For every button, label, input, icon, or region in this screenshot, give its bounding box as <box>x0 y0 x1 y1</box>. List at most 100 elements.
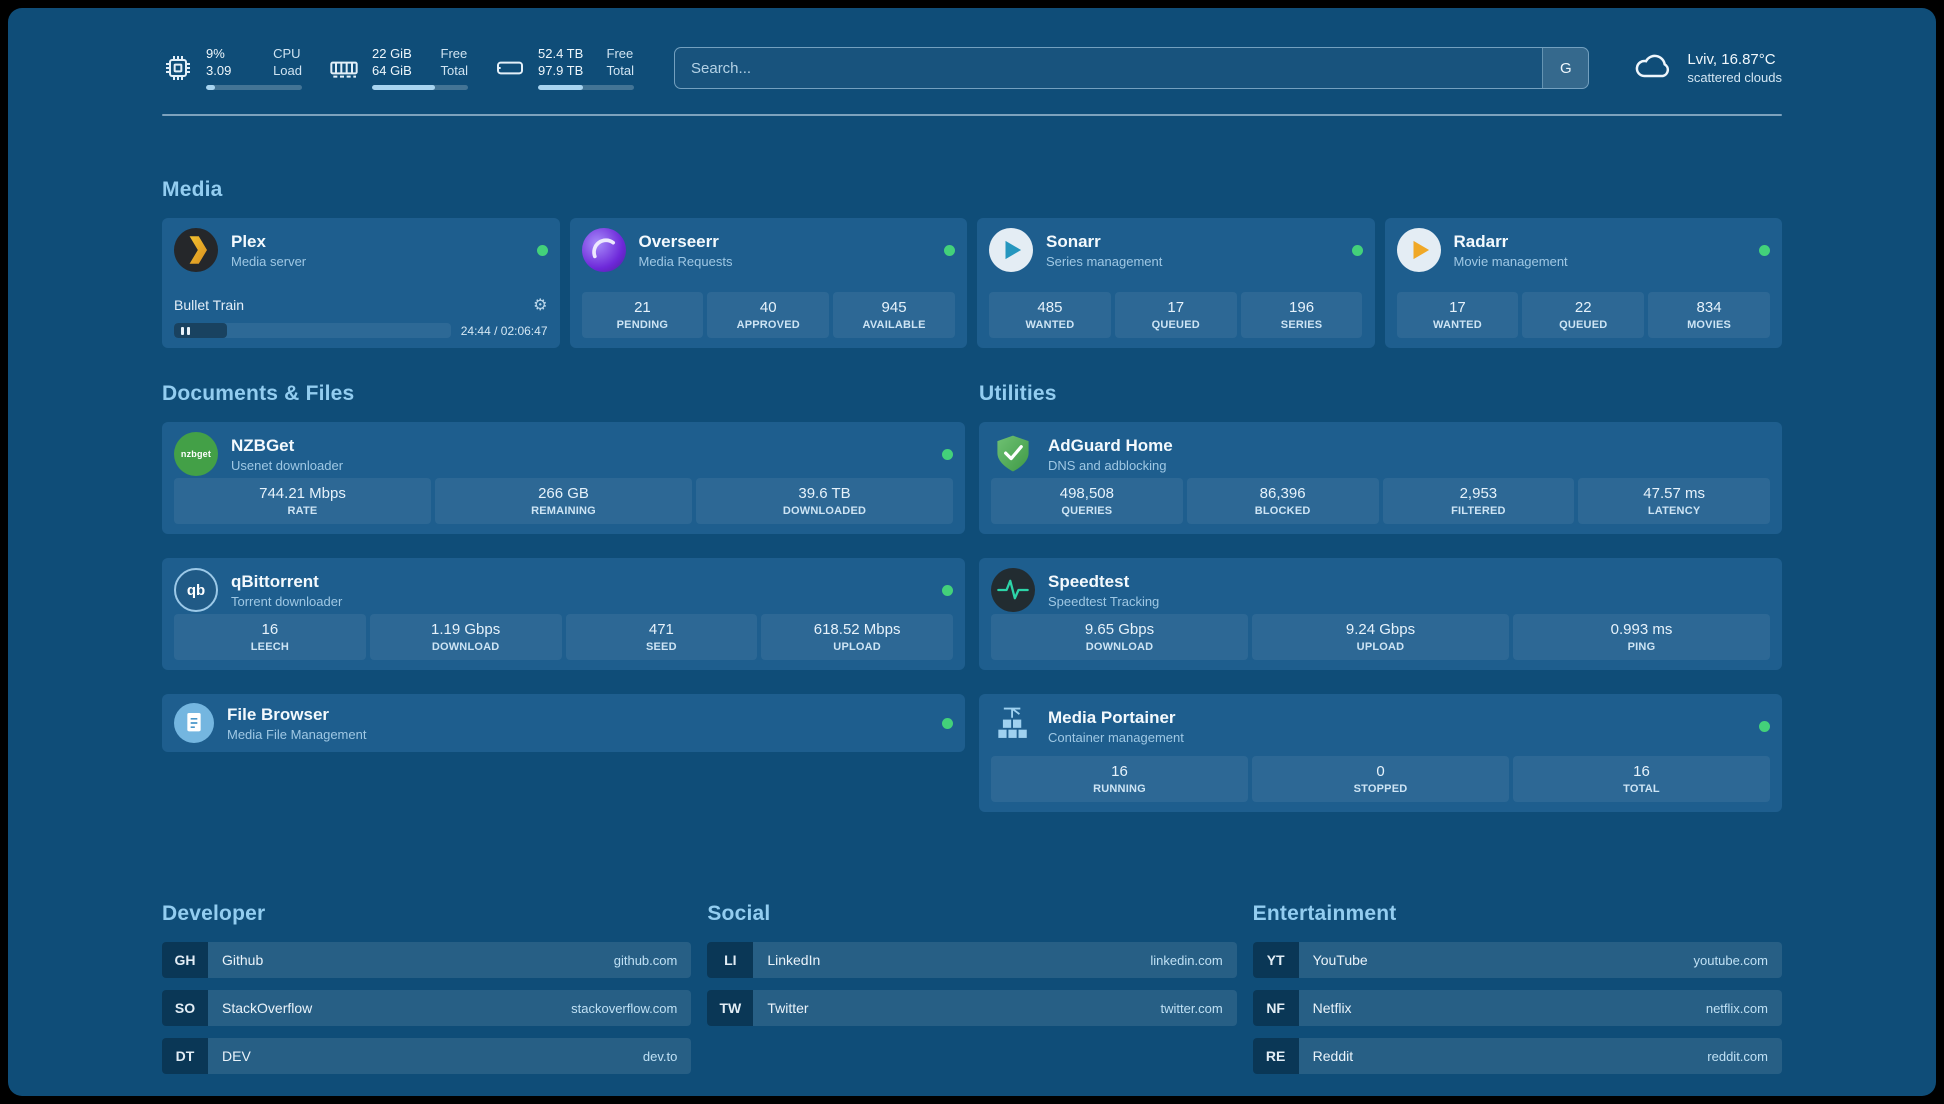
app-subtitle: Usenet downloader <box>231 457 344 473</box>
bookmark-abbr: LI <box>707 942 754 978</box>
bookmark-abbr: GH <box>162 942 208 978</box>
section-title-social: Social <box>707 902 771 925</box>
bookmark-name: LinkedIn <box>767 952 821 968</box>
status-dot <box>942 584 953 596</box>
bookmark-url: stackoverflow.com <box>571 1000 678 1016</box>
app-name: NZBGet <box>231 435 295 455</box>
disk-total-value: 97.9 TB <box>538 63 584 78</box>
app-subtitle: Movie management <box>1453 253 1568 269</box>
app-name: Plex <box>231 231 266 251</box>
app-name: Radarr <box>1453 231 1509 251</box>
service-card-plex[interactable]: Plex Media server Bullet Train ⚙ <box>162 218 560 348</box>
settings-icon[interactable]: ⚙ <box>533 297 548 314</box>
bookmark-youtube[interactable]: YT YouTube youtube.com <box>1252 942 1782 978</box>
section-title-developer: Developer <box>162 902 266 925</box>
stat-download: 1.19 Gbps DOWNLOAD <box>369 614 562 660</box>
stat-blocked: 86,396 BLOCKED <box>1186 478 1379 524</box>
header-divider <box>162 114 1782 116</box>
status-dot <box>942 717 953 729</box>
bookmark-abbr: YT <box>1252 942 1299 978</box>
service-card-speedtest[interactable]: Speedtest Speedtest Tracking 9.65 Gbps D… <box>979 558 1782 670</box>
weather-widget: Lviv, 16.87°C scattered clouds <box>1629 46 1782 91</box>
app-name: Overseerr <box>638 231 719 251</box>
service-card-adguard[interactable]: AdGuard Home DNS and adblocking 498,508 … <box>979 422 1782 534</box>
section-title-entertainment: Entertainment <box>1252 902 1397 925</box>
disk-total-label: Total <box>606 63 634 78</box>
portainer-icon <box>991 704 1035 748</box>
weather-location: Lviv, 16.87°C <box>1687 51 1776 68</box>
status-dot <box>1351 244 1363 256</box>
qbittorrent-icon: qb <box>174 568 218 612</box>
stat-upload: 618.52 Mbps UPLOAD <box>761 614 953 660</box>
ram-progress-bar <box>372 84 468 90</box>
app-subtitle: Series management <box>1046 253 1163 269</box>
stat-leech: 16 LEECH <box>174 614 366 660</box>
stat-running: 16 RUNNING <box>991 756 1248 802</box>
bookmark-url: linkedin.com <box>1150 952 1223 968</box>
ram-free-label: Free <box>440 46 468 62</box>
weather-condition: scattered clouds <box>1687 70 1782 85</box>
service-card-overseerr[interactable]: Overseerr Media Requests 21 PENDING 40 A… <box>569 218 967 348</box>
bookmark-name: YouTube <box>1312 952 1368 968</box>
filebrowser-icon <box>174 703 214 743</box>
bookmark-stackoverflow[interactable]: SO StackOverflow stackoverflow.com <box>162 990 692 1026</box>
app-name: Speedtest <box>1048 571 1130 591</box>
stat-remaining: 266 GB REMAINING <box>435 478 692 524</box>
app-name: AdGuard Home <box>1048 435 1173 455</box>
stat-filtered: 2,953 FILTERED <box>1382 478 1575 524</box>
playback-progress-bar[interactable] <box>174 323 451 338</box>
service-card-qbittorrent[interactable]: qb qBittorrent Torrent downloader 16 LEE… <box>162 558 965 670</box>
bookmark-netflix[interactable]: NF Netflix netflix.com <box>1252 990 1782 1026</box>
bookmark-url: github.com <box>613 952 678 968</box>
status-dot <box>536 244 548 256</box>
bookmark-abbr: NF <box>1252 990 1299 1026</box>
service-card-sonarr[interactable]: Sonarr Series management 485 WANTED 17 Q… <box>977 218 1375 348</box>
overseerr-icon <box>581 228 626 272</box>
app-subtitle: Speedtest Tracking <box>1048 593 1160 609</box>
stat-series: 196 SERIES <box>1240 292 1363 338</box>
status-dot <box>944 244 955 256</box>
bookmark-abbr: SO <box>162 990 208 1026</box>
adguard-shield-icon <box>991 432 1035 476</box>
search-engine-button[interactable]: G <box>1542 48 1589 88</box>
bookmark-url: netflix.com <box>1705 1000 1768 1016</box>
search-bar: G <box>674 47 1590 89</box>
playback-time: 24:44 / 02:06:47 <box>460 323 548 338</box>
app-subtitle: Media Requests <box>638 253 733 269</box>
bookmark-url: dev.to <box>642 1048 678 1064</box>
bookmark-reddit[interactable]: RE Reddit reddit.com <box>1252 1038 1782 1074</box>
bookmark-url: reddit.com <box>1707 1048 1768 1064</box>
speedtest-icon <box>991 568 1035 612</box>
section-title-media: Media <box>162 178 223 201</box>
ram-free-value: 22 GiB <box>372 46 412 62</box>
dashboard-root: 9% 3.09 CPU Load <box>8 8 1936 1096</box>
stat-queries: 498,508 QUERIES <box>991 478 1183 524</box>
service-card-nzbget[interactable]: nzbget NZBGet Usenet downloader 744.21 M… <box>162 422 965 534</box>
pause-icon[interactable] <box>181 326 184 335</box>
app-name: qBittorrent <box>231 571 319 591</box>
bookmarks-social: Social LI LinkedIn linkedin.com TW Twitt… <box>707 902 1237 1086</box>
status-dot <box>942 448 953 460</box>
service-card-portainer[interactable]: Media Portainer Container management 16 … <box>979 694 1782 812</box>
service-card-filebrowser[interactable]: File Browser Media File Management <box>162 694 965 752</box>
bookmark-github[interactable]: GH Github github.com <box>162 942 692 978</box>
bookmark-name: Twitter <box>767 1000 809 1016</box>
cpu-usage-value: 9% <box>206 46 225 62</box>
bookmark-twitter[interactable]: TW Twitter twitter.com <box>707 990 1237 1026</box>
app-name: File Browser <box>227 704 330 724</box>
bookmark-linkedin[interactable]: LI LinkedIn linkedin.com <box>707 942 1237 978</box>
cpu-widget: 9% 3.09 CPU Load <box>162 46 302 90</box>
bookmark-abbr: RE <box>1252 1038 1299 1074</box>
stat-queued: 17 QUEUED <box>1114 292 1237 338</box>
bookmark-url: twitter.com <box>1160 1000 1223 1016</box>
cpu-load-label: Load <box>273 63 302 78</box>
bookmark-dev[interactable]: DT DEV dev.to <box>162 1038 692 1074</box>
app-subtitle: DNS and adblocking <box>1048 457 1167 473</box>
app-subtitle: Container management <box>1048 729 1184 745</box>
app-name: Sonarr <box>1046 231 1101 251</box>
stat-rate: 744.21 Mbps RATE <box>174 478 431 524</box>
service-card-radarr[interactable]: Radarr Movie management 17 WANTED 22 QUE… <box>1384 218 1782 348</box>
search-input[interactable] <box>675 48 1543 88</box>
stat-latency: 47.57 ms LATENCY <box>1578 478 1770 524</box>
radarr-icon <box>1396 228 1441 272</box>
